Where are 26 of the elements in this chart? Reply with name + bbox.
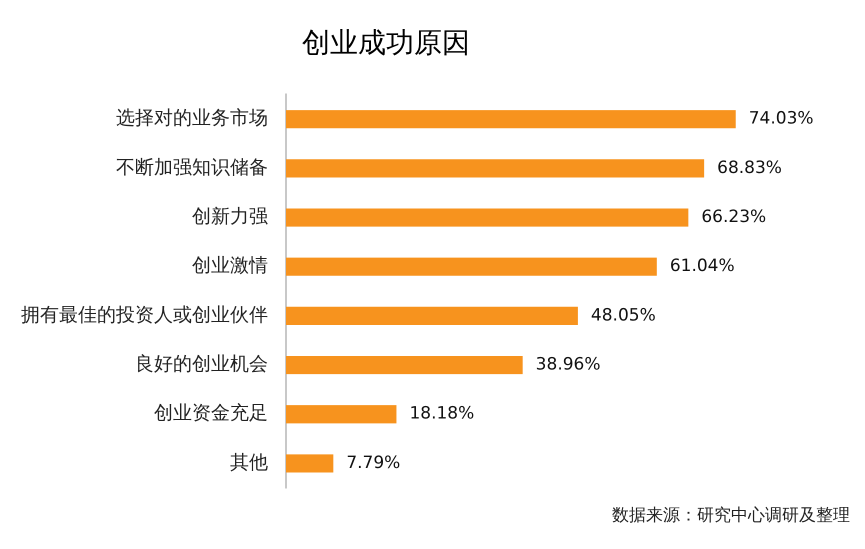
bar	[286, 405, 396, 424]
y-tick-label: 不断加强知识储备	[116, 156, 268, 178]
y-tick-label: 创业激情	[192, 254, 268, 277]
data-label: 38.96%	[536, 354, 601, 374]
source-note: 数据来源：研究中心调研及整理	[612, 505, 850, 526]
y-tick-label: 选择对的业务市场	[116, 107, 268, 130]
y-tick-label: 创新力强	[192, 205, 268, 228]
y-tick-label: 其他	[230, 451, 268, 474]
y-tick-label: 创业资金充足	[154, 402, 268, 424]
data-label: 74.03%	[748, 108, 814, 129]
bar	[286, 258, 657, 276]
y-tick-label: 良好的创业机会	[135, 353, 268, 375]
bar	[286, 356, 523, 374]
data-label: 7.79%	[346, 452, 400, 473]
data-label: 61.04%	[670, 256, 735, 276]
data-label: 18.18%	[409, 404, 474, 424]
y-tick-label: 拥有最佳的投资人或创业伙伴	[21, 304, 268, 326]
bar	[286, 306, 578, 325]
bar	[286, 159, 704, 178]
data-label: 66.23%	[701, 206, 766, 227]
chart-title: 创业成功原因	[302, 26, 470, 60]
data-label: 48.05%	[590, 305, 656, 326]
bar	[286, 110, 736, 128]
bar	[286, 208, 688, 227]
data-label: 68.83%	[717, 158, 782, 178]
bar	[286, 454, 334, 473]
